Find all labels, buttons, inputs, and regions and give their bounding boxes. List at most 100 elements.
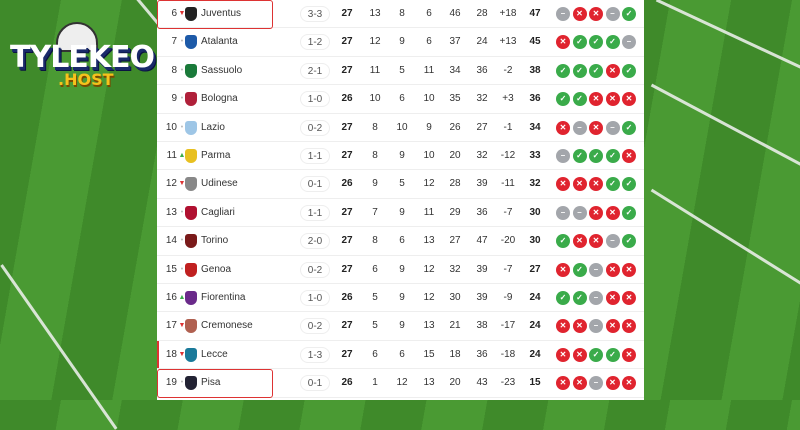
team-name[interactable]: Sassuolo xyxy=(201,64,243,76)
form-loss-icon: ✕ xyxy=(605,319,620,334)
team-name[interactable]: Torino xyxy=(201,235,229,247)
last-result[interactable]: 2-0 xyxy=(300,233,330,250)
form-draw-icon: – xyxy=(622,35,636,50)
form-win-icon: ✓ xyxy=(589,347,603,362)
stat-pts: 24 xyxy=(529,320,541,332)
stat-gd: -18 xyxy=(500,348,516,360)
last-result[interactable]: 0-2 xyxy=(300,119,330,136)
rank: 17 xyxy=(165,320,177,332)
stat-ga: 39 xyxy=(476,292,488,303)
rank: 7 xyxy=(171,36,177,48)
stat-gd: -20 xyxy=(500,235,516,247)
team-name[interactable]: Lazio xyxy=(201,121,225,133)
form-loss-icon: ✕ xyxy=(556,35,570,50)
team-name[interactable]: Parma xyxy=(201,150,231,161)
last-result[interactable]: 1-1 xyxy=(300,204,330,221)
stat-gd: -11 xyxy=(501,178,515,190)
trend-up-icon: ▲ xyxy=(178,152,186,159)
stat-p: 26 xyxy=(341,178,353,190)
last-result[interactable]: 2-1 xyxy=(300,62,330,79)
last-result[interactable]: 0-1 xyxy=(300,176,330,193)
stat-gf: 18 xyxy=(449,348,461,360)
last-result[interactable]: 0-2 xyxy=(300,318,330,335)
form-win-icon: ✓ xyxy=(589,149,603,163)
stat-d: 9 xyxy=(399,36,405,48)
form-loss-icon: ✕ xyxy=(556,177,570,192)
table-row[interactable]: 13 • Cagliari 1-1 27 7 9 11 29 36 -7 30– – ✕ ✕ ✓ xyxy=(157,199,644,228)
stat-l: 10 xyxy=(423,150,435,161)
stat-p: 27 xyxy=(341,36,353,48)
table-row[interactable]: 12 ▼ Udinese 0-1 26 9 5 12 28 39 -11 32 ✕ ✕ ✕ ✓ ✓ xyxy=(157,170,644,199)
form-win-icon: ✓ xyxy=(622,63,636,78)
last-result[interactable]: 1-0 xyxy=(300,91,330,108)
stat-gf: 20 xyxy=(449,377,461,389)
form-loss-icon: ✕ xyxy=(556,262,570,277)
stat-ga: 38 xyxy=(476,320,488,332)
stat-gf: 35 xyxy=(449,93,461,105)
stat-p: 27 xyxy=(341,121,353,133)
table-row[interactable]: 19 • Pisa 0-1 26 1 12 13 20 43 -23 15 ✕ ✕ – ✕ ✕ xyxy=(157,369,644,399)
team-name[interactable]: Cremonese xyxy=(201,320,253,332)
stat-w: 8 xyxy=(372,150,378,161)
team-crest-icon xyxy=(185,35,197,50)
stat-w: 13 xyxy=(369,8,381,19)
team-crest-icon xyxy=(185,63,197,78)
table-row[interactable]: 10 • Lazio 0-2 27 8 10 9 26 27 -1 34 ✕ – ✕ – ✓ xyxy=(157,114,644,142)
form-win-icon: ✓ xyxy=(572,262,587,277)
form-win-icon: ✓ xyxy=(572,35,587,50)
form-loss-icon: ✕ xyxy=(622,149,636,163)
form-win-icon: ✓ xyxy=(572,291,587,305)
last-result[interactable]: 0-1 xyxy=(300,375,330,392)
form-draw-icon: – xyxy=(556,149,570,163)
form-loss-icon: ✕ xyxy=(572,376,587,391)
team-name[interactable]: Pisa xyxy=(201,377,221,389)
form-win-icon: ✓ xyxy=(622,177,636,192)
last-result[interactable]: 1-0 xyxy=(300,290,330,306)
last-result[interactable]: 0-2 xyxy=(300,261,330,278)
stat-pts: 24 xyxy=(529,292,541,303)
table-row[interactable]: 11 ▲ Parma 1-1 27 8 9 10 20 32 -12 33– ✓ ✓ ✓ ✕ xyxy=(157,142,644,171)
team-name[interactable]: Genoa xyxy=(201,263,232,275)
stat-gd: -2 xyxy=(503,64,513,76)
stat-d: 10 xyxy=(396,121,408,133)
team-name[interactable]: Fiorentina xyxy=(201,292,246,303)
form-draw-icon: – xyxy=(589,319,603,334)
last-result[interactable]: 3-3 xyxy=(300,6,330,22)
table-row[interactable]: 17 ▼ Cremonese 0-2 27 5 9 13 21 38 -17 24 ✕ ✕ – ✕ ✕ xyxy=(157,312,644,341)
table-row[interactable]: 8 • Sassuolo 2-1 27 11 5 11 34 36 -2 38 ✓ ✓ ✓ ✕ ✓ xyxy=(157,57,644,86)
team-name[interactable]: Atalanta xyxy=(201,36,238,48)
stat-gf: 27 xyxy=(449,235,461,247)
stat-gf: 32 xyxy=(449,263,461,275)
form-draw-icon: – xyxy=(605,234,620,249)
last-result[interactable]: 1-2 xyxy=(300,34,330,51)
last-result[interactable]: 1-3 xyxy=(300,346,330,363)
table-row[interactable]: 7 • Atalanta 1-2 27 12 9 6 37 24 +13 45 ✕ ✓ ✓ ✓ – xyxy=(157,28,644,57)
stat-p: 27 xyxy=(341,235,353,247)
stat-w: 10 xyxy=(369,93,381,105)
last-result[interactable]: 1-1 xyxy=(300,148,330,164)
team-name[interactable]: Juventus xyxy=(201,8,242,19)
stat-gf: 21 xyxy=(449,320,461,332)
stat-pts: 30 xyxy=(529,235,541,247)
table-row[interactable]: 18 ▼ Lecce 1-3 27 6 6 15 18 36 -18 24 ✕ ✕ ✓ ✓ ✕ xyxy=(157,340,644,370)
team-name[interactable]: Lecce xyxy=(201,348,228,360)
stat-pts: 27 xyxy=(529,263,541,275)
rank: 9 xyxy=(171,93,177,105)
table-row[interactable]: 16 ▲ Fiorentina 1-0 26 5 9 12 30 39 -9 24 ✓ ✓ – ✕ ✕ xyxy=(157,284,644,313)
stat-gd: -7 xyxy=(503,263,513,275)
stat-d: 5 xyxy=(399,64,405,76)
team-name[interactable]: Udinese xyxy=(201,178,238,190)
team-name[interactable]: Cagliari xyxy=(201,206,235,218)
trend-same-icon: • xyxy=(180,123,184,131)
stat-gd: +13 xyxy=(499,36,517,48)
stat-l: 10 xyxy=(423,93,435,105)
table-row[interactable]: 6 ▼ Juventus 3-3 27 13 8 6 46 28 +18 47– ✕ ✕ – ✓ xyxy=(157,0,644,29)
form-win-icon: ✓ xyxy=(605,177,620,192)
table-row[interactable]: 9 • Bologna 1-0 26 10 6 10 35 32 +3 36 ✓ ✓ ✕ ✕ ✕ xyxy=(157,85,644,114)
rank: 10 xyxy=(165,121,177,133)
stat-d: 12 xyxy=(396,377,408,389)
table-row[interactable]: 15 • Genoa 0-2 27 6 9 12 32 39 -7 27 ✕ ✓ – ✕ ✕ xyxy=(157,256,644,284)
logo-suffix: .HOST xyxy=(58,70,114,89)
team-name[interactable]: Bologna xyxy=(201,93,238,105)
table-row[interactable]: 14 • Torino 2-0 27 8 6 13 27 47 -20 30 ✓ ✕ ✕ – ✓ xyxy=(157,227,644,256)
